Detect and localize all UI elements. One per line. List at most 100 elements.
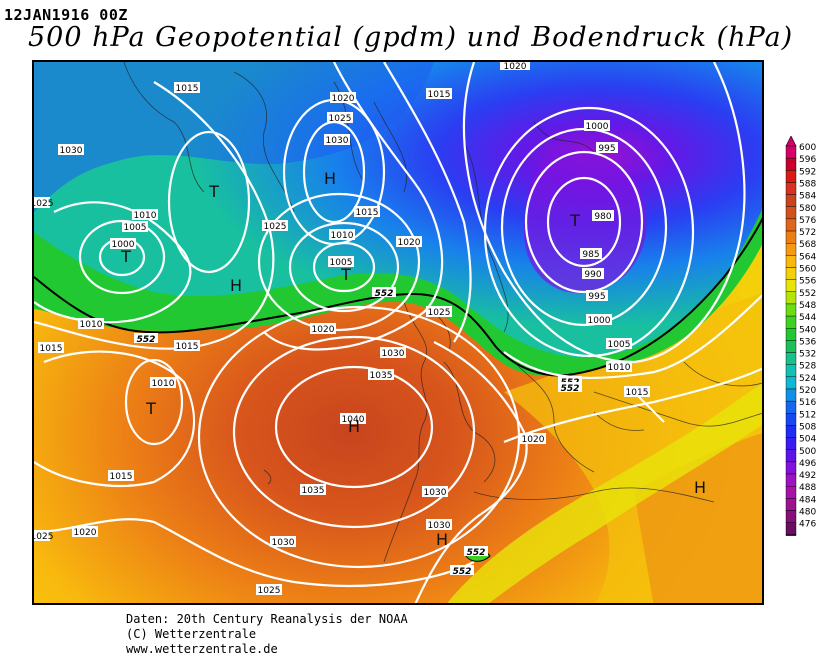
legend-swatch — [785, 218, 797, 232]
svg-text:552: 552 — [375, 289, 394, 299]
svg-text:1030: 1030 — [424, 488, 447, 498]
isobar-label: 1025 — [327, 112, 353, 124]
legend-swatch — [785, 449, 797, 463]
green-band — [34, 209, 762, 376]
legend-tick-label: 484 — [799, 495, 816, 505]
legend-swatch — [785, 194, 797, 207]
legend-tick-label: 596 — [799, 155, 816, 165]
legend-swatch — [785, 473, 797, 487]
legend-tick-label: 508 — [799, 422, 816, 432]
svg-text:1020: 1020 — [398, 238, 421, 248]
high-center-marker: H — [694, 478, 706, 497]
isobar-label: 1005 — [606, 338, 632, 350]
legend-tick-label: 588 — [799, 179, 816, 189]
isobar-labels: 1015 1020 1025 1030 1015 1000 1030 1025 … — [34, 62, 650, 596]
legend-swatch — [785, 364, 797, 378]
svg-text:1020: 1020 — [74, 528, 97, 538]
svg-text:552: 552 — [453, 567, 472, 577]
legend-tick-label: 528 — [799, 362, 816, 372]
legend-swatch — [785, 303, 797, 317]
legend-swatch — [785, 425, 797, 438]
isobar-label: 980 — [592, 210, 614, 222]
legend-swatch — [785, 340, 797, 353]
legend-swatch — [785, 352, 797, 365]
svg-text:985: 985 — [582, 250, 599, 260]
contour-552 — [34, 217, 762, 377]
isobar-label: 1030 — [58, 144, 84, 156]
svg-text:1015: 1015 — [356, 208, 379, 218]
low-center-marker: T — [340, 265, 351, 284]
high-center-marker: H — [324, 169, 336, 188]
legend-tick-label: 476 — [799, 520, 816, 530]
subtropical-band — [447, 384, 762, 603]
isobar-label: 1010 — [329, 229, 355, 241]
svg-text:552: 552 — [561, 384, 580, 394]
isobar-label: 1030 — [324, 134, 350, 146]
geopotential-labels: 552 552 552 552 552 552 — [134, 287, 582, 577]
legend-swatch — [785, 388, 797, 402]
website-credit: www.wetterzentrale.de — [126, 642, 278, 656]
isobar-label: 1015 — [426, 88, 452, 100]
svg-text:1020: 1020 — [332, 94, 355, 104]
isobar-label: 1035 — [368, 369, 394, 381]
svg-text:1025: 1025 — [34, 199, 53, 209]
svg-text:1010: 1010 — [152, 379, 175, 389]
legend-swatch — [785, 242, 797, 256]
isobar-label: 1015 — [174, 340, 200, 352]
legend-tick-label: 488 — [799, 483, 816, 493]
isobar-label: 1010 — [150, 377, 176, 389]
svg-text:1020: 1020 — [312, 325, 335, 335]
legend-tick-label: 492 — [799, 471, 816, 481]
svg-text:1000: 1000 — [112, 240, 135, 250]
legend-tick-label: 540 — [799, 325, 816, 335]
legend-swatch — [785, 498, 797, 511]
isobar-label: 1005 — [122, 221, 148, 233]
svg-text:1020: 1020 — [522, 435, 545, 445]
svg-text:1000: 1000 — [588, 316, 611, 326]
legend-swatch — [785, 328, 797, 341]
svg-text:1025: 1025 — [258, 586, 281, 596]
legend-tick-label: 516 — [799, 398, 816, 408]
svg-text:1000: 1000 — [586, 122, 609, 132]
copyright-credit: (C) Wetterzentrale — [126, 627, 257, 641]
high-center-marker: H — [230, 276, 242, 295]
isobar-label: 995 — [596, 142, 618, 154]
legend-swatch — [785, 413, 797, 426]
svg-text:1025: 1025 — [34, 532, 53, 542]
isobar-label: 1040 — [340, 413, 366, 425]
svg-text:1015: 1015 — [626, 388, 649, 398]
isobar-label: 1025 — [256, 584, 282, 596]
isobar-label: 1035 — [300, 484, 326, 496]
legend-swatch — [785, 291, 797, 305]
legend-tick-label: 520 — [799, 386, 816, 396]
svg-text:1010: 1010 — [80, 320, 103, 330]
legend-swatch — [785, 145, 797, 159]
low-center-marker: T — [120, 247, 131, 266]
isobar-label: 1000 — [586, 314, 612, 326]
legend-swatch — [785, 255, 797, 268]
isobar-label: 1025 — [262, 220, 288, 232]
legend-tick-label: 480 — [799, 508, 816, 518]
legend-tick-label: 556 — [799, 277, 816, 287]
svg-text:1030: 1030 — [382, 349, 405, 359]
high-center-marker: H — [348, 417, 360, 436]
map-title: 500 hPa Geopotential (gpdm) und Bodendru… — [28, 22, 794, 53]
svg-text:1015: 1015 — [428, 90, 451, 100]
svg-text:1035: 1035 — [302, 486, 325, 496]
isobar-label: 1020 — [396, 236, 422, 248]
legend-tick-label: 524 — [799, 374, 816, 384]
svg-text:995: 995 — [598, 144, 615, 154]
isobar-label: 990 — [582, 268, 604, 280]
low-center-marker: T — [208, 182, 219, 201]
svg-text:1025: 1025 — [329, 114, 352, 124]
legend-swatch — [785, 486, 797, 499]
legend-swatch — [785, 170, 797, 183]
svg-text:552: 552 — [137, 335, 156, 345]
legend-tick-label: 496 — [799, 459, 816, 469]
legend-swatch — [785, 437, 797, 450]
svg-text:1010: 1010 — [608, 363, 631, 373]
color-legend: 600 596 592 588 584 580 576 572 568 564 560 556 552 5… — [785, 136, 816, 536]
isobar-label: 995 — [586, 290, 608, 302]
legend-tick-label: 548 — [799, 301, 816, 311]
isobar-label: 1015 — [624, 386, 650, 398]
